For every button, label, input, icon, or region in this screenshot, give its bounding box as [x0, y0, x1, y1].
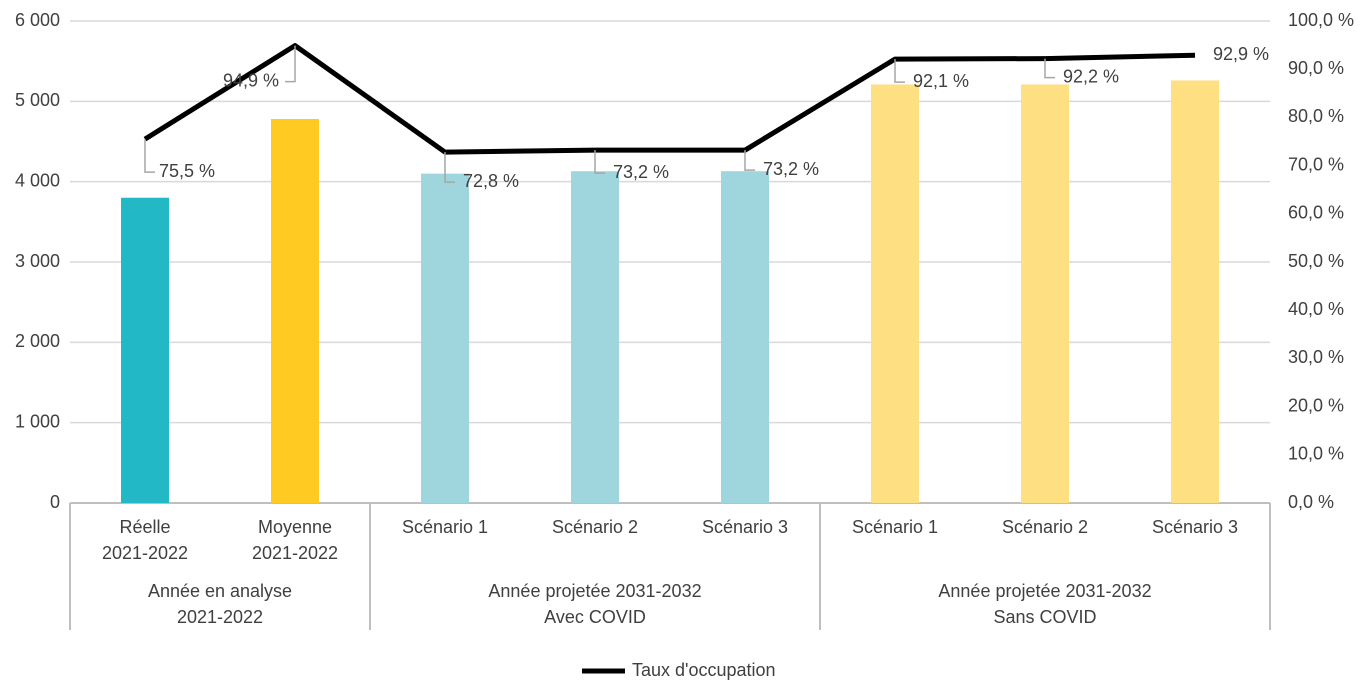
- data-label: 92,1 %: [913, 71, 969, 91]
- leader-line: [1044, 58, 1055, 79]
- line: [143, 43, 1196, 155]
- data-label: 73,2 %: [763, 159, 819, 179]
- bar: [1171, 80, 1219, 504]
- data-label: 75,5 %: [159, 161, 215, 181]
- leader-line: [444, 152, 455, 183]
- y-tick-label: 0: [50, 492, 60, 512]
- legend-label: Taux d'occupation: [632, 660, 776, 680]
- y2-tick-label: 90,0 %: [1288, 58, 1344, 78]
- bar: [121, 197, 169, 503]
- leader-line: [894, 59, 905, 83]
- leader-line: [285, 45, 296, 83]
- data-label: 92,2 %: [1063, 66, 1119, 86]
- y2-tick-label: 40,0 %: [1288, 299, 1344, 319]
- group-label: 2021-2022: [177, 607, 263, 627]
- y2-tick-label: 30,0 %: [1288, 347, 1344, 367]
- group-label: Année projetée 2031-2032: [938, 581, 1151, 601]
- leader-line: [144, 139, 155, 173]
- y2-tick-label: 70,0 %: [1288, 154, 1344, 174]
- y2-tick-label: 50,0 %: [1288, 251, 1344, 271]
- y2-tick-label: 80,0 %: [1288, 106, 1344, 126]
- bar: [571, 171, 619, 503]
- data-label: 73,2 %: [613, 162, 669, 182]
- x-tick-label: 2021-2022: [102, 543, 188, 563]
- x-tick-label: 2021-2022: [252, 543, 338, 563]
- y2-tick-label: 20,0 %: [1288, 395, 1344, 415]
- y2-tick-label: 0,0 %: [1288, 492, 1334, 512]
- bar: [871, 84, 919, 504]
- data-label: 72,8 %: [463, 171, 519, 191]
- y-tick-label: 5 000: [15, 90, 60, 110]
- y-tick-label: 4 000: [15, 170, 60, 190]
- leader-line: [744, 150, 755, 171]
- y2-tick-label: 10,0 %: [1288, 444, 1344, 464]
- x-tick-label: Scénario 3: [1152, 517, 1238, 537]
- group-label: Année projetée 2031-2032: [488, 581, 701, 601]
- x-tick-label: Scénario 3: [702, 517, 788, 537]
- x-tick-label: Moyenne: [258, 517, 332, 537]
- group-label: Sans COVID: [993, 607, 1096, 627]
- data-label: 94,9 %: [223, 70, 279, 90]
- y-tick-label: 2 000: [15, 331, 60, 351]
- y-tick-label: 6 000: [15, 10, 60, 30]
- bar: [721, 171, 769, 503]
- y2-tick-label: 60,0 %: [1288, 203, 1344, 223]
- x-tick-label: Réelle: [119, 517, 170, 537]
- y-tick-label: 3 000: [15, 251, 60, 271]
- group-label: Année en analyse: [148, 581, 292, 601]
- y-tick-label: 1 000: [15, 411, 60, 431]
- x-tick-label: Scénario 2: [552, 517, 638, 537]
- data-label: 92,9 %: [1213, 44, 1269, 64]
- bar: [1021, 84, 1069, 504]
- x-tick-label: Scénario 2: [1002, 517, 1088, 537]
- bar: [271, 119, 319, 504]
- x-tick-label: Scénario 1: [852, 517, 938, 537]
- x-tick-label: Scénario 1: [402, 517, 488, 537]
- group-label: Avec COVID: [544, 607, 646, 627]
- leader-line: [594, 150, 605, 174]
- y2-tick-label: 100,0 %: [1288, 10, 1354, 30]
- bar: [421, 173, 469, 503]
